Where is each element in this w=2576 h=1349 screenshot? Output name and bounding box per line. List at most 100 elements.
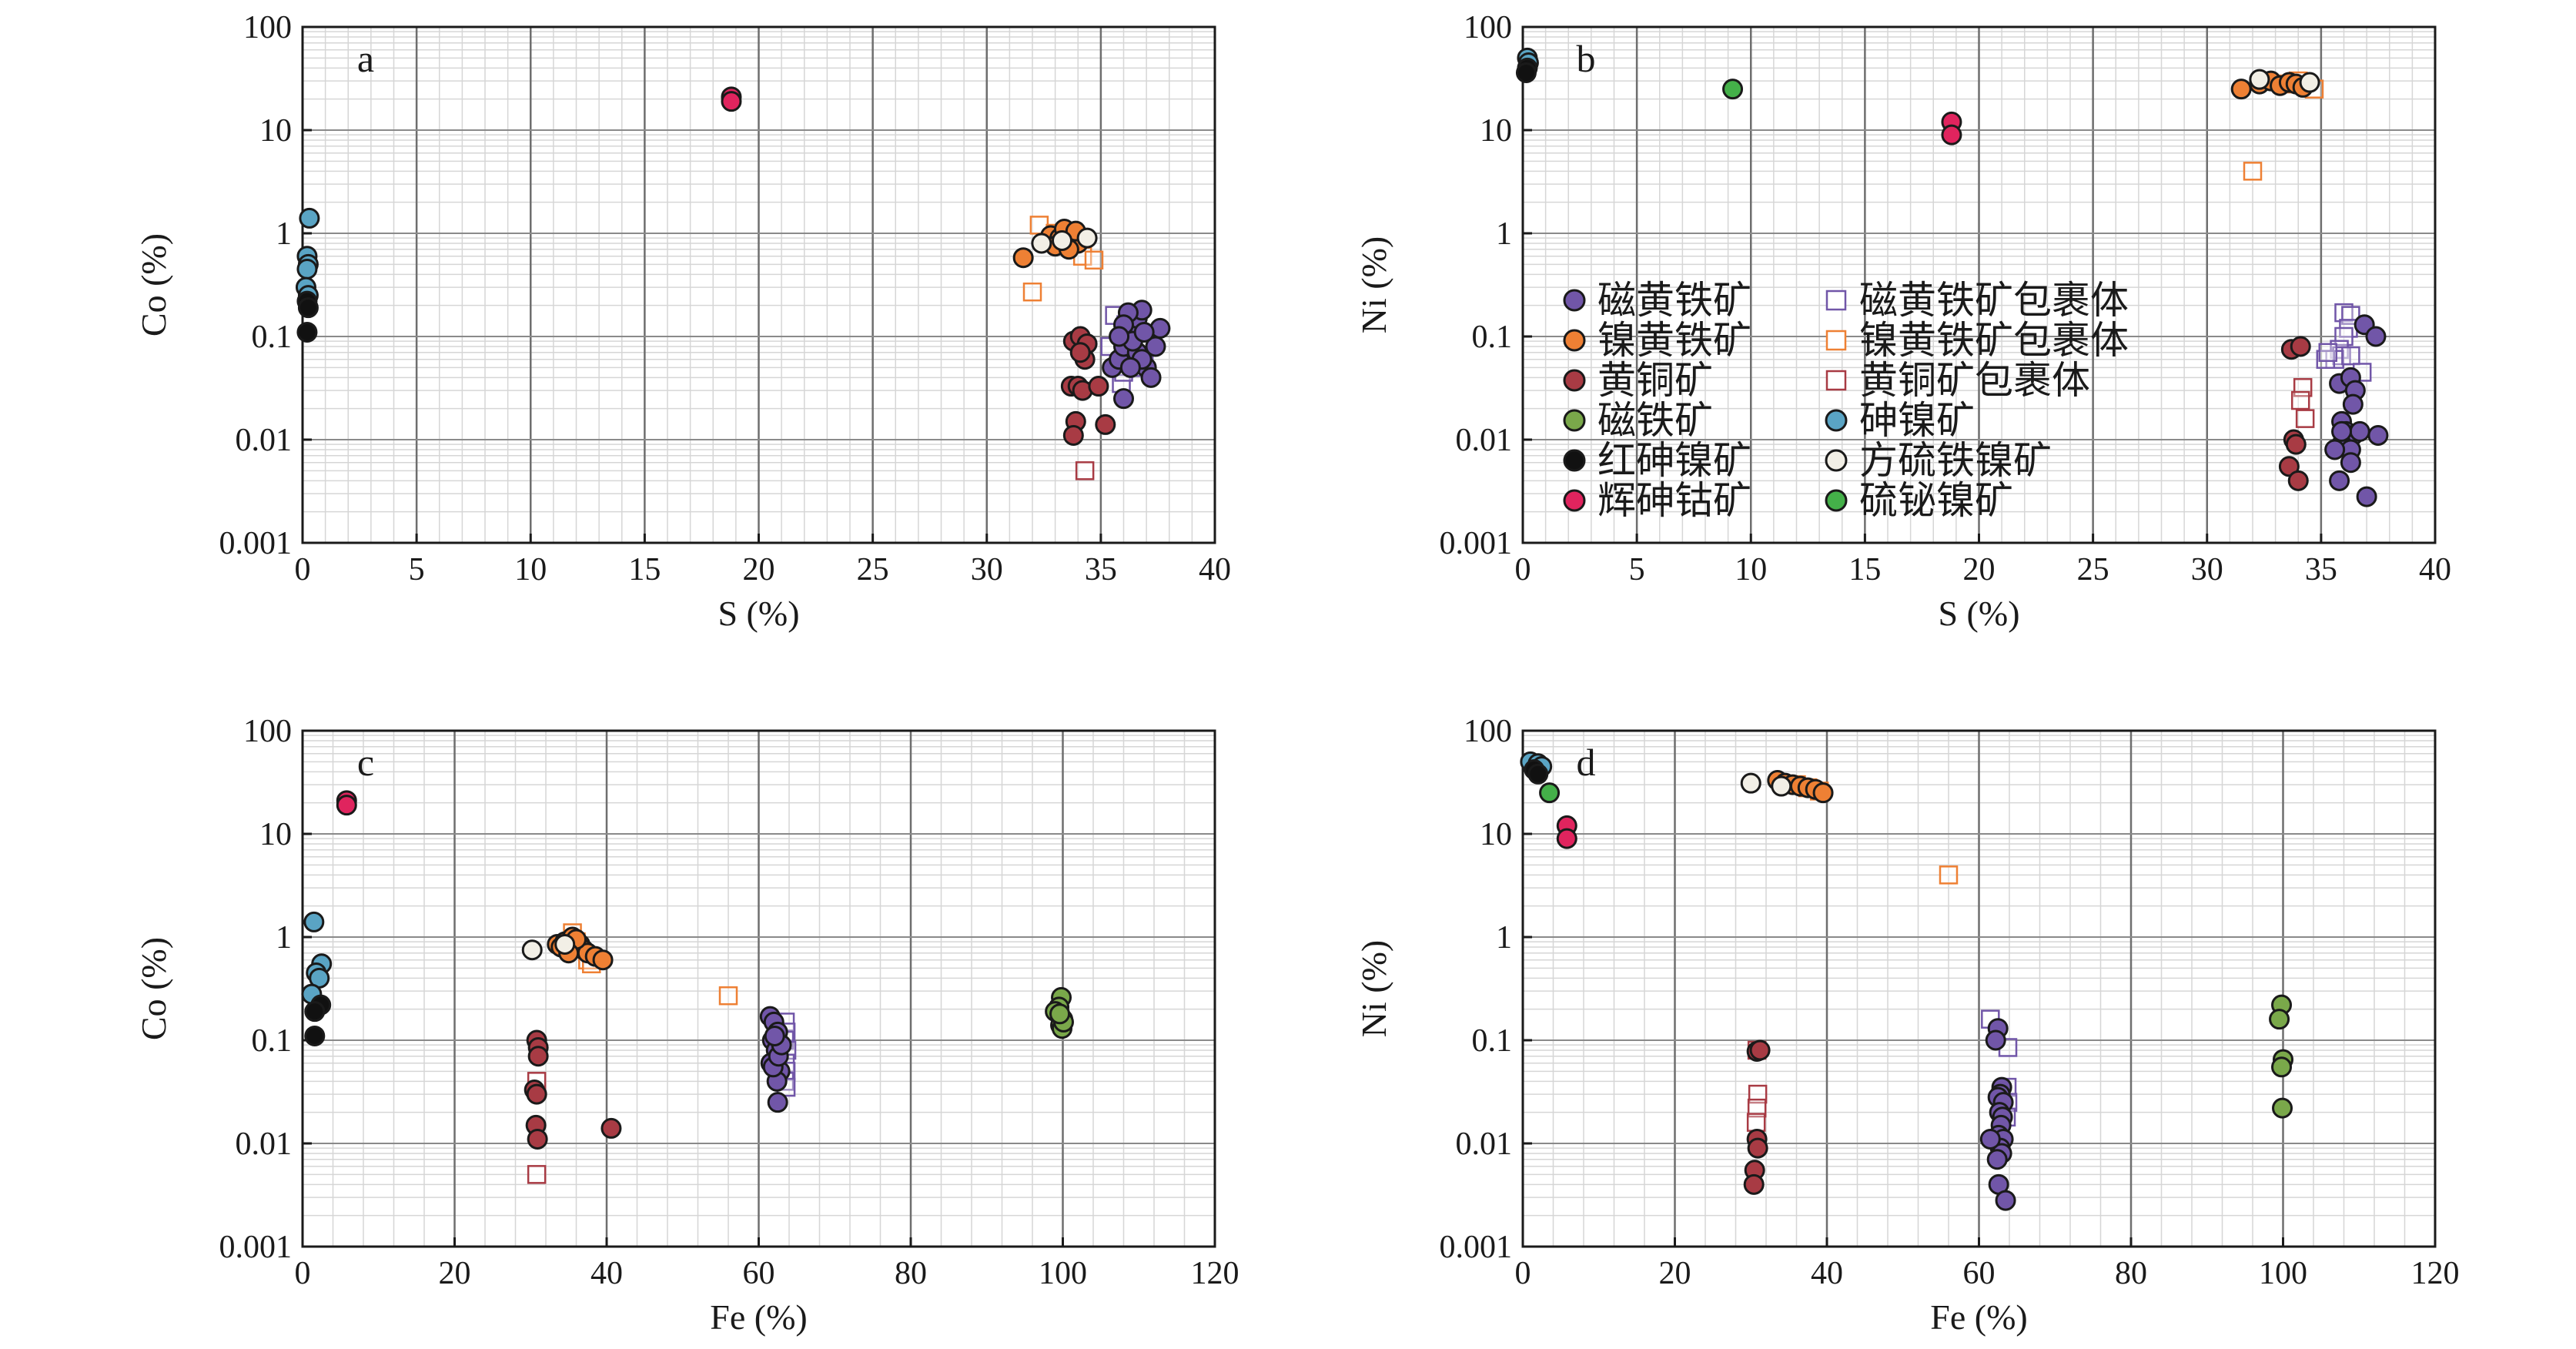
data-point-circle — [296, 258, 318, 280]
data-point-circle — [303, 911, 325, 932]
legend-swatch-circle — [1563, 449, 1586, 472]
data-point-circle — [1740, 772, 1761, 794]
data-point-circle — [1133, 321, 1155, 343]
x-tick-label: 30 — [971, 552, 1003, 587]
data-point-circle — [1515, 62, 1537, 83]
panel-b: 0 5 10 15 20 25 30 35 40 0.001 0.01 0.1 1 10 100 S (%) N… — [1354, 10, 2451, 633]
data-point-square — [1022, 282, 1042, 302]
data-point-circle — [1088, 376, 1109, 397]
data-point-circle — [764, 1025, 785, 1046]
y-tick-label: 0.001 — [219, 526, 293, 561]
legend-swatch-circle — [1825, 409, 1848, 432]
x-tick-label: 30 — [2191, 552, 2223, 587]
x-tick-label: 40 — [1811, 1256, 1843, 1291]
data-point-circle — [2287, 470, 2309, 491]
data-point-square — [2290, 390, 2310, 410]
x-tick-label: 25 — [2077, 552, 2109, 587]
data-point-circle — [1812, 782, 1834, 804]
data-point-circle — [2349, 420, 2370, 442]
data-point-circle — [299, 207, 320, 229]
legend-swatch-circle — [1825, 489, 1848, 512]
data-point-circle — [527, 1046, 549, 1067]
y-axis-title: Ni (%) — [1354, 940, 1393, 1037]
data-point-circle — [1743, 1173, 1765, 1195]
data-point-circle — [297, 297, 319, 319]
data-point-circle — [526, 1083, 547, 1105]
x-tick-label: 40 — [1199, 552, 1231, 587]
y-tick-label: 0.1 — [1472, 1023, 1513, 1059]
y-axis-title: Co (%) — [134, 233, 173, 336]
legend-swatch-circle — [1563, 409, 1586, 432]
y-tick-label: 10 — [259, 113, 292, 149]
y-tick-label: 0.1 — [252, 320, 293, 355]
legend-label: 磁铁矿 — [1597, 399, 1713, 442]
panel-letter: a — [357, 37, 374, 80]
y-tick-label: 0.001 — [219, 1230, 293, 1265]
legend-label: 磁黄铁矿 — [1597, 279, 1751, 322]
data-point-circle — [1052, 229, 1073, 251]
y-axis-title: Co (%) — [134, 937, 173, 1040]
y-tick-label: 1 — [1496, 216, 1512, 252]
x-axis-title: Fe (%) — [1930, 1297, 2027, 1337]
legend-swatch-circle — [1563, 369, 1586, 392]
data-point-circle — [2271, 1056, 2293, 1078]
data-point-circle — [336, 795, 357, 816]
y-tick-label: 0.01 — [236, 1126, 293, 1162]
data-point-circle — [601, 1117, 622, 1139]
data-point-circle — [527, 1128, 548, 1150]
data-point-square — [2334, 303, 2354, 323]
data-point-circle — [296, 321, 318, 343]
data-point-circle — [1722, 79, 1744, 100]
y-tick-label: 100 — [243, 10, 292, 45]
y-tick-label: 1 — [276, 920, 292, 956]
y-tick-label: 0.1 — [252, 1023, 293, 1059]
data-point-square — [1748, 1084, 1768, 1104]
y-tick-label: 0.01 — [1456, 1126, 1513, 1162]
panel-c: 0 20 40 60 80 100 120 0.001 0.01 0.1 1 10 100 Fe (%) C… — [134, 714, 1239, 1337]
panel-letter: b — [1577, 37, 1596, 80]
data-point-circle — [1012, 247, 1034, 269]
data-point-circle — [1539, 782, 1561, 804]
data-point-circle — [1979, 1128, 2001, 1150]
x-tick-label: 0 — [295, 552, 311, 587]
y-axis-title: Ni (%) — [1354, 236, 1393, 333]
data-point-circle — [1031, 233, 1052, 254]
x-tick-label: 20 — [1659, 1256, 1691, 1291]
data-point-circle — [521, 939, 543, 961]
y-tick-label: 0.001 — [1440, 526, 1513, 561]
data-point-circle — [2299, 72, 2320, 93]
x-axis-title: S (%) — [1938, 594, 2019, 633]
legend-label: 黄铜矿包裹体 — [1859, 359, 2090, 402]
legend-swatch-square — [1825, 290, 1847, 311]
data-point-circle — [2278, 456, 2300, 477]
legend-label: 镍黄铁矿包裹体 — [1859, 319, 2129, 362]
data-point-circle — [1140, 367, 1162, 388]
data-point-square — [2318, 343, 2338, 363]
legend-swatch-circle — [1825, 449, 1848, 472]
data-point-circle — [1986, 1149, 2008, 1170]
data-point-circle — [1062, 424, 1084, 446]
y-tick-label: 10 — [259, 817, 292, 852]
x-tick-label: 0 — [1515, 552, 1531, 587]
x-tick-label: 5 — [1629, 552, 1645, 587]
legend-label: 磁黄铁矿包裹体 — [1859, 279, 2129, 322]
data-point-circle — [1095, 413, 1116, 435]
data-point-circle — [2324, 439, 2346, 460]
x-tick-label: 20 — [439, 1256, 471, 1291]
legend-swatch-circle — [1563, 329, 1586, 352]
data-point-circle — [1076, 227, 1098, 249]
data-point-circle — [304, 1025, 326, 1046]
x-tick-label: 15 — [1848, 552, 1881, 587]
data-point-circle — [1995, 1190, 2016, 1211]
data-point-square — [1747, 1098, 1767, 1118]
x-tick-label: 120 — [1191, 1256, 1239, 1291]
data-point-square — [718, 986, 738, 1006]
data-point-circle — [1747, 1137, 1768, 1159]
y-tick-label: 100 — [1464, 714, 1512, 749]
data-point-square — [2243, 162, 2263, 181]
x-tick-label: 60 — [743, 1256, 775, 1291]
panel-letter: c — [357, 741, 374, 784]
y-tick-label: 0.1 — [1472, 320, 1513, 355]
legend-label: 镍黄铁矿 — [1597, 319, 1751, 362]
